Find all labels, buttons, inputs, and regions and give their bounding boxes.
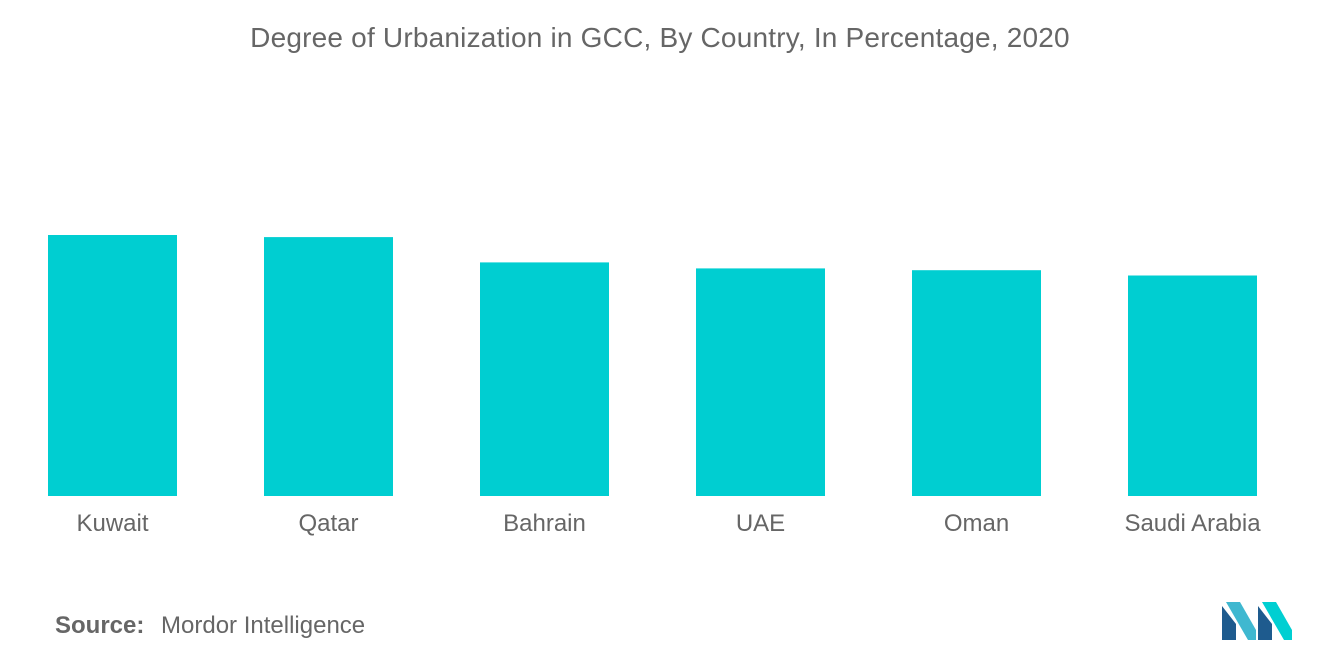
source-note: Source: Mordor Intelligence bbox=[55, 612, 365, 640]
category-label-qatar: Qatar bbox=[298, 510, 358, 537]
category-label-kuwait: Kuwait bbox=[76, 510, 148, 537]
bar-qatar bbox=[264, 237, 393, 496]
mordor-intelligence-logo-icon bbox=[1222, 602, 1292, 640]
logo-shape-left bbox=[1222, 606, 1236, 640]
logo-shape-right bbox=[1262, 602, 1292, 640]
bar-uae bbox=[696, 268, 825, 496]
category-label-uae: UAE bbox=[736, 510, 785, 537]
category-label-saudi-arabia: Saudi Arabia bbox=[1124, 510, 1261, 537]
category-label-oman: Oman bbox=[944, 510, 1009, 537]
bar-oman bbox=[912, 270, 1041, 496]
logo-shape-mid-left bbox=[1226, 602, 1256, 640]
bar-bahrain bbox=[480, 262, 609, 496]
bars-group bbox=[48, 235, 1257, 496]
category-label-bahrain: Bahrain bbox=[503, 510, 586, 537]
bar-kuwait bbox=[48, 235, 177, 496]
category-labels-group: Kuwait Qatar Bahrain UAE Oman Saudi Arabia bbox=[76, 510, 1261, 537]
logo-shape-mid-right bbox=[1258, 606, 1272, 640]
chart-title: Degree of Urbanization in GCC, By Countr… bbox=[250, 22, 1070, 53]
source-label: Source: bbox=[55, 612, 145, 639]
bar-saudi-arabia bbox=[1128, 275, 1257, 496]
source-value: Mordor Intelligence bbox=[161, 612, 366, 639]
